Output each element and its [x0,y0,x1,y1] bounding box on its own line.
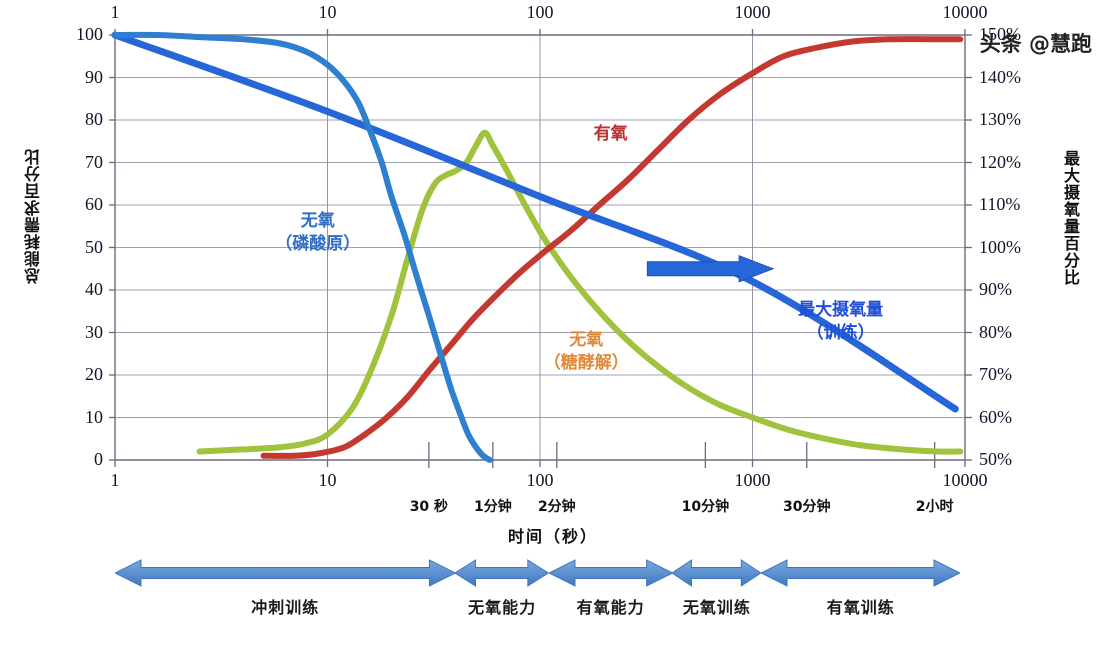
series-label-aerobic-line1: 有氧 [593,123,628,144]
x-tick-top-1: 1 [110,2,120,22]
chart-curves [111,31,964,463]
training-zone-4[interactable]: 有氧训练 [761,556,961,617]
chart-axes [109,29,972,468]
y-tick-left-70: 70 [85,151,103,172]
y-tick-left-90: 90 [85,66,103,87]
x-tick-top-10000: 10000 [942,2,988,22]
training-zone-label-1: 无氧能力 [468,598,537,617]
x-tick-bottom-10000: 10000 [942,470,988,490]
y-tick-left-60: 60 [85,194,103,214]
x-time-tick-5: 2小时 [915,499,954,515]
series-label-vo2max: 最大摄氧量 （训练） [761,299,921,345]
x-time-tick-2: 2分钟 [537,499,576,515]
y-tick-left-40: 40 [85,279,103,299]
series-label-glycolysis-line1: 无氧 [569,330,604,350]
series-label-aerobic: 有氧 [531,123,691,146]
training-zone-label-0: 冲刺训练 [251,598,320,617]
series-label-vo2max-line1: 最大摄氧量 [798,300,884,321]
y-tick-right-70pct: 70% [979,364,1012,384]
x-axis-title: 时间（秒） [507,527,598,546]
training-zone-0[interactable]: 冲刺训练 [115,556,456,617]
series-label-phosphagen-line1: 无氧 [300,211,335,231]
x-tick-top-10: 10 [318,2,337,22]
double-arrow-icon [115,559,456,587]
x-time-tick-0: 30 秒 [409,499,449,515]
y-tick-left-80: 80 [85,109,103,129]
training-zone-label-2: 有氧能力 [576,598,645,617]
y-tick-right-50pct: 50% [979,449,1012,469]
training-zone-label-4: 有氧训练 [826,598,895,617]
series-label-phosphagen-line2: （磷酸原） [275,233,361,254]
training-zone-3[interactable]: 无氧训练 [672,556,762,617]
y-tick-right-80pct: 80% [979,321,1012,342]
x-time-tick-4: 30分钟 [782,499,831,515]
double-arrow-icon [761,559,961,587]
x-tick-top-100: 100 [526,2,554,22]
y-tick-right-140pct: 140% [979,66,1021,87]
y-axis-right-title: 最大摄氧量百分比 [1061,150,1080,286]
x-tick-bottom-1: 1 [110,470,120,490]
y-tick-right-110pct: 110% [979,194,1021,214]
training-zone-1[interactable]: 无氧能力 [455,556,549,617]
x-time-tick-1: 1分钟 [473,499,512,515]
x-time-tick-3: 10分钟 [681,499,730,515]
y-tick-left-20: 20 [85,364,103,384]
x-tick-top-1000: 1000 [734,2,771,22]
y-tick-left-10: 10 [85,406,103,427]
series-label-phosphagen: 无氧 （磷酸原） [238,210,398,256]
y-tick-right-60pct: 60% [979,406,1012,427]
double-arrow-icon [455,559,549,587]
series-label-glycolysis: 无氧 （糖酵解） [506,329,666,375]
y-tick-left-30: 30 [85,321,103,342]
x-tick-bottom-100: 100 [526,470,554,490]
y-tick-right-150pct: 150% [979,24,1021,44]
series-label-vo2max-line2: （训练） [806,323,875,344]
series-label-glycolysis-line2: （糖酵解） [543,352,629,373]
y-tick-left-100: 100 [76,24,103,44]
x-tick-bottom-10: 10 [318,470,337,490]
y-tick-right-130pct: 130% [979,109,1021,129]
y-tick-left-0: 0 [94,449,103,469]
training-zone-2[interactable]: 有氧能力 [548,556,673,617]
chart-annotation-arrow [646,255,775,283]
y-tick-left-50: 50 [85,236,103,257]
y-tick-right-100pct: 100% [979,236,1021,257]
training-zone-label-3: 无氧训练 [682,598,751,617]
watermark: 头条 @慧跑 [979,32,1092,56]
y-tick-right-90pct: 90% [979,279,1012,299]
y-tick-right-120pct: 120% [979,151,1021,172]
double-arrow-icon [672,559,762,587]
x-tick-bottom-1000: 1000 [734,470,771,490]
double-arrow-icon [548,559,673,587]
training-zone-bar: 冲刺训练 无氧能力 有氧能力 无氧训练 有氧训练 [0,556,1106,646]
